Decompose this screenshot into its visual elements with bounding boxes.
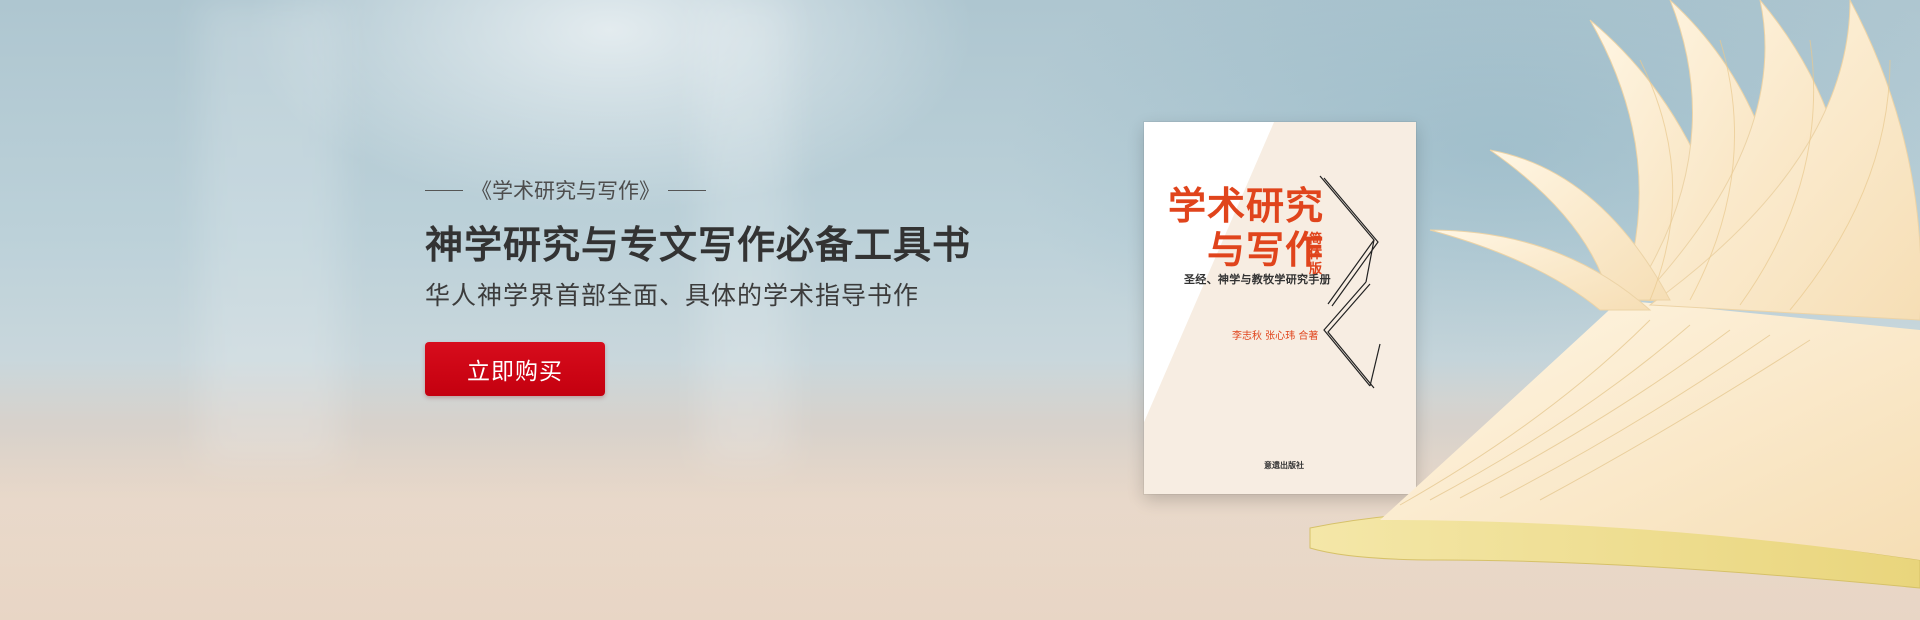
headline: 神学研究与专文写作必备工具书 [425, 223, 972, 267]
open-book-photo [1309, 0, 1920, 589]
buy-now-button[interactable]: 立即购买 [425, 342, 605, 396]
background-light [700, 0, 790, 470]
open-book-lineart-icon [1319, 175, 1381, 389]
promo-text-block: 《学术研究与写作》 神学研究与专文写作必备工具书 华人神学界首部全面、具体的学术… [425, 170, 1045, 396]
dash-right [668, 189, 706, 191]
series-title-text: 《学术研究与写作》 [471, 179, 660, 203]
book-cover[interactable]: 学术研究 与写作 简体版 圣经、神学与教牧学研究手册 李志秋 张心玮 合著 意遗… [1144, 122, 1416, 494]
cover-background [1144, 122, 1416, 494]
cover-title-line1: 学术研究 [1167, 183, 1324, 228]
background-light [200, 0, 340, 470]
cover-publisher: 意遗出版社 [1264, 461, 1304, 470]
dash-left [425, 189, 463, 191]
series-title: 《学术研究与写作》 [425, 170, 1045, 210]
subline: 华人神学界首部全面、具体的学术指导书作 [425, 281, 920, 310]
cover-title-line2: 与写作 [1206, 227, 1324, 272]
cover-authors: 李志秋 张心玮 合著 [1232, 331, 1319, 342]
cover-edition: 简体版 [1309, 232, 1323, 277]
cover-title: 学术研究 与写作 [1168, 184, 1324, 272]
cover-subtitle: 圣经、神学与教牧学研究手册 [1184, 273, 1331, 286]
